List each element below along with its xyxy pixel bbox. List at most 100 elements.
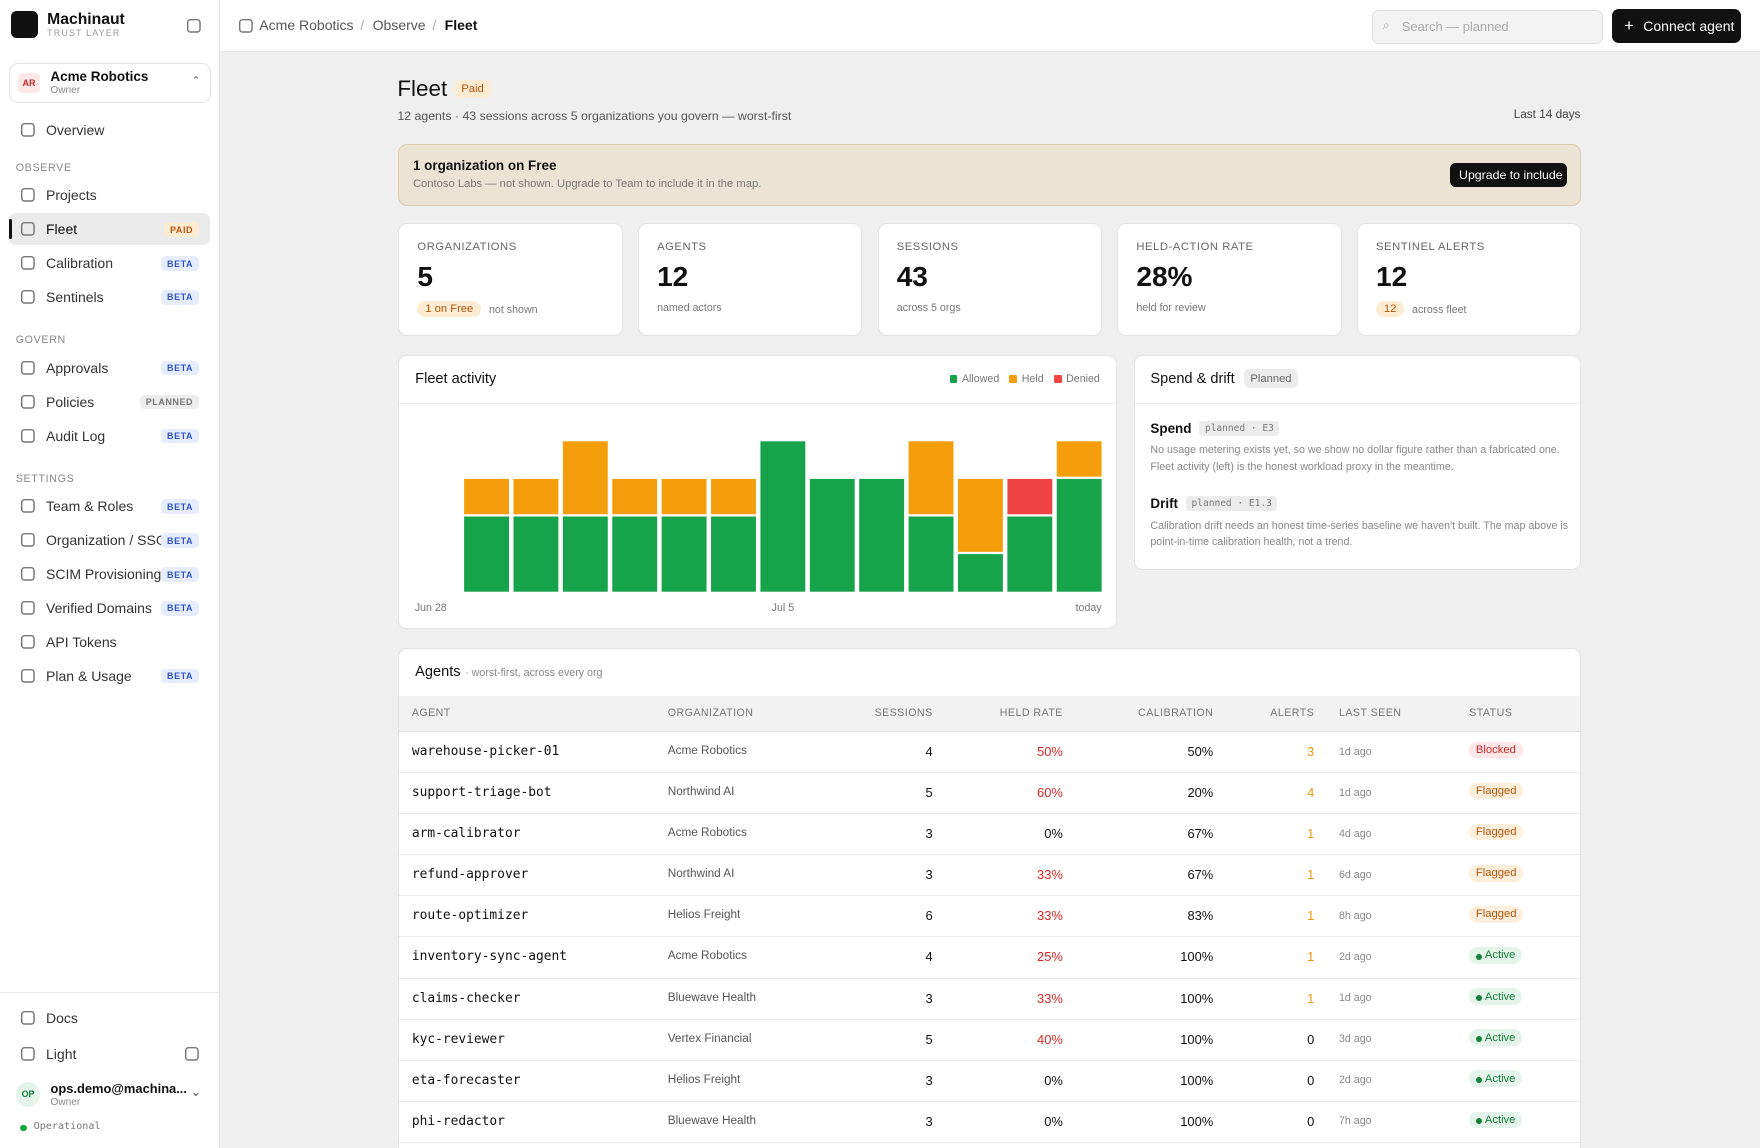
nav-item[interactable]: Team & Roles BETA <box>9 491 210 522</box>
status-text: Blocked <box>1475 744 1516 757</box>
agent-name: warehouse-picker-01 <box>411 744 560 760</box>
table-row[interactable] <box>399 1060 1581 1102</box>
plan-badge: Paid <box>454 79 491 99</box>
nav-item[interactable]: Projects <box>9 180 210 211</box>
theme-toggle[interactable]: Light <box>9 1038 210 1069</box>
nav-badge: PAID <box>164 222 199 237</box>
upgrade-button[interactable]: Upgrade to include <box>1450 162 1567 188</box>
nav-item[interactable]: SCIM Provisioning BETA <box>9 558 210 589</box>
icon <box>21 428 35 443</box>
nav-item[interactable]: Overview <box>9 114 210 145</box>
stat-card: HELD-ACTION RATE 28% held for review <box>1117 223 1342 337</box>
table-row[interactable] <box>399 732 1581 774</box>
nav-item[interactable]: Calibration BETA <box>9 247 210 278</box>
nav-label: Plan & Usage <box>46 667 132 684</box>
bar-segment <box>810 478 856 592</box>
icon[interactable] <box>186 18 202 34</box>
nav-item[interactable]: Docs <box>9 1002 210 1033</box>
card-title: Spend & drift <box>1150 371 1235 388</box>
column-header: STATUS <box>1469 707 1513 719</box>
status-dot <box>1475 1036 1482 1042</box>
table-cell: Acme Robotics <box>667 949 747 963</box>
search-input[interactable]: Search — planned ⌕ <box>1371 10 1603 44</box>
icon-shape <box>21 601 35 615</box>
table-row[interactable] <box>399 978 1581 1020</box>
brand-tagline: TRUST LAYER <box>47 28 121 39</box>
breadcrumb[interactable]: Observe <box>372 16 426 33</box>
nav-badge: BETA <box>161 256 199 271</box>
stat-note: across 5 orgs <box>896 301 961 314</box>
icon <box>21 1047 35 1061</box>
nav-item[interactable]: API Tokens <box>9 626 210 657</box>
chart-card: Fleet activity Denied Held Allowed Jun 28 Jul… <box>398 354 1117 630</box>
table-row[interactable] <box>399 773 1581 815</box>
status-text: Active <box>1484 949 1516 962</box>
table-cell: 3 <box>925 826 933 842</box>
bar-segment <box>612 516 658 592</box>
table-cell: 8h ago <box>1338 910 1372 923</box>
bar-segment <box>513 516 559 592</box>
nav-item[interactable]: Plan & Usage BETA <box>9 660 210 691</box>
logo <box>11 11 39 39</box>
nav-badge: BETA <box>161 428 199 444</box>
nav-label: Calibration <box>46 255 113 272</box>
x-tick-label: Jun 28 <box>415 601 447 613</box>
table-row[interactable] <box>399 1019 1581 1061</box>
section-text: point-in-time calibration health, not a … <box>1150 536 1353 549</box>
table-cell: 0% <box>1044 826 1063 842</box>
org-switcher[interactable]: AR Acme Robotics Owner ⌃ <box>8 62 211 103</box>
nav-item[interactable]: Audit Log BETA <box>9 420 210 451</box>
nav-item[interactable]: Policies PLANNED <box>9 386 210 417</box>
stat-card: AGENTS 12 named actors <box>638 223 863 337</box>
table-cell: 3 <box>925 1072 933 1088</box>
table-cell: 1 <box>1307 949 1315 965</box>
agent-name: route-optimizer <box>411 908 529 924</box>
status-dot <box>1475 1077 1482 1083</box>
stat-value: 28% <box>1136 261 1193 293</box>
table-cell: 60% <box>1037 785 1063 801</box>
table-title: Agents <box>415 664 461 681</box>
stat-value: 12 <box>1375 261 1408 293</box>
table-cell: 40% <box>1037 1031 1063 1047</box>
status-badge: Flagged <box>1469 823 1524 841</box>
breadcrumb[interactable]: Acme Robotics <box>259 16 354 33</box>
section-text: No usage metering exists yet, so we show… <box>1150 444 1560 457</box>
icon-shape <box>21 394 35 409</box>
section-title: GOVERN <box>15 334 66 347</box>
table-cell: 1 <box>1307 990 1315 1006</box>
agents-card: Agents · worst-first, across every org AGE… <box>398 647 1582 1148</box>
legend-label: Allowed <box>961 372 1000 385</box>
table-row[interactable] <box>399 1101 1581 1143</box>
connect-agent-button[interactable]: Connect agent + <box>1611 8 1741 43</box>
nav-badge: BETA <box>161 533 199 548</box>
table-row[interactable] <box>399 896 1581 938</box>
table-cell: 4 <box>1307 785 1315 801</box>
table-cell: 0 <box>1307 1072 1315 1088</box>
bar-segment <box>859 478 905 592</box>
table-row[interactable] <box>399 814 1581 856</box>
icon <box>21 634 35 649</box>
nav-item[interactable]: Sentinels BETA <box>9 281 210 312</box>
table-row[interactable] <box>399 855 1581 897</box>
status-badge: Active <box>1469 947 1523 964</box>
stat-badge: 1 on Free <box>417 300 482 318</box>
nav-item[interactable]: Organization / SSO BETA <box>9 524 210 555</box>
table-row[interactable] <box>399 937 1581 979</box>
icon-shape <box>21 222 35 237</box>
icon-shape <box>21 1011 35 1025</box>
stat-note: not shown <box>489 304 538 317</box>
table-cell: 100% <box>1180 990 1214 1006</box>
section-title: SETTINGS <box>15 472 75 485</box>
nav-item[interactable]: Verified Domains BETA <box>9 592 210 623</box>
icon <box>21 256 35 270</box>
nav-item[interactable]: Fleet PAID <box>8 213 210 245</box>
chart-title: Fleet activity <box>415 371 497 388</box>
nav-item[interactable]: Approvals BETA <box>9 352 210 383</box>
icon-shape <box>21 256 35 270</box>
card-divider <box>1134 402 1581 404</box>
user-menu[interactable]: OP ops.demo@machina... Owner ⌄ <box>9 1078 210 1112</box>
nav-label: Team & Roles <box>46 498 134 515</box>
nav-badge: BETA <box>161 499 199 514</box>
table-cell: 100% <box>1180 1031 1214 1047</box>
